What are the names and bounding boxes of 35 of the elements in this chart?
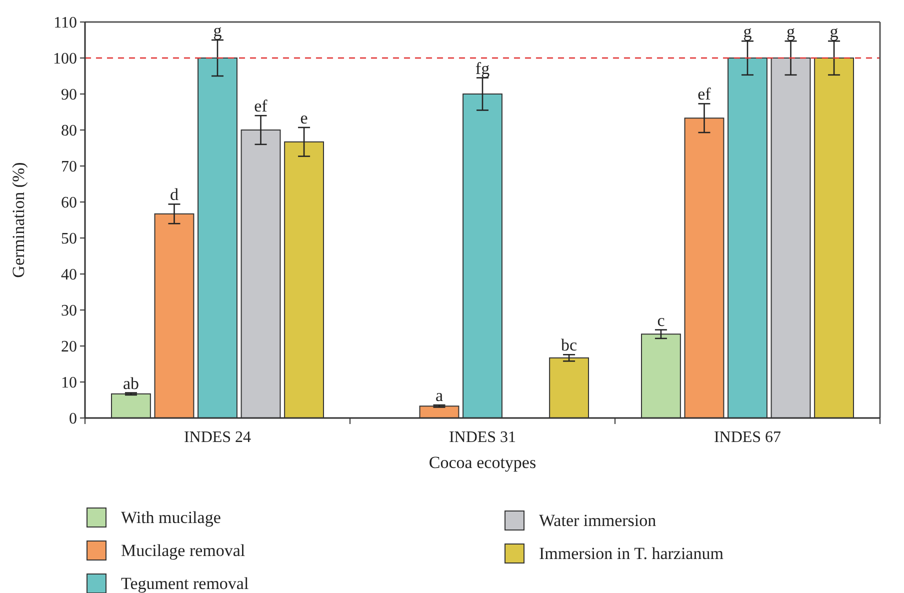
x-axis-title: Cocoa ecotypes: [428, 453, 536, 472]
data-label: g: [743, 22, 752, 42]
data-label: ef: [254, 96, 268, 116]
data-label: fg: [475, 58, 490, 78]
legend-label: Water immersion: [539, 510, 657, 530]
data-label: bc: [561, 336, 578, 355]
y-tick-label: 100: [53, 50, 77, 68]
data-label: c: [657, 310, 666, 330]
y-tick-label: 30: [61, 302, 77, 320]
data-label: ef: [698, 84, 712, 104]
x-tick-label: INDES 31: [448, 429, 516, 446]
y-tick-label: 10: [61, 374, 77, 392]
x-tick-label: INDES 67: [714, 429, 782, 446]
legend-label: Immersion in T. harzianum: [539, 544, 724, 563]
legend-label: With mucilage: [121, 508, 221, 527]
y-tick-label: 20: [61, 338, 77, 356]
y-tick-label: 60: [61, 194, 77, 212]
data-label: g: [213, 21, 222, 40]
data-label: g: [786, 22, 796, 42]
data-label: d: [170, 185, 179, 204]
y-tick-label: 70: [61, 158, 77, 176]
y-tick-label: 50: [61, 230, 77, 248]
data-label: g: [830, 22, 839, 42]
data-label: a: [435, 386, 444, 406]
legend-label: Tegument removal: [121, 574, 249, 593]
y-tick-label: 0: [69, 410, 77, 428]
x-tick-label: INDES 24: [184, 429, 252, 446]
data-label: ab: [122, 374, 139, 393]
y-axis-title: Germination (%): [9, 162, 28, 278]
legend-label: Mucilage removal: [121, 540, 246, 560]
y-tick-label: 40: [61, 266, 77, 284]
y-tick-label: 110: [54, 14, 77, 32]
y-tick-label: 90: [61, 86, 77, 104]
data-label: e: [300, 108, 308, 128]
y-tick-label: 80: [61, 122, 77, 140]
